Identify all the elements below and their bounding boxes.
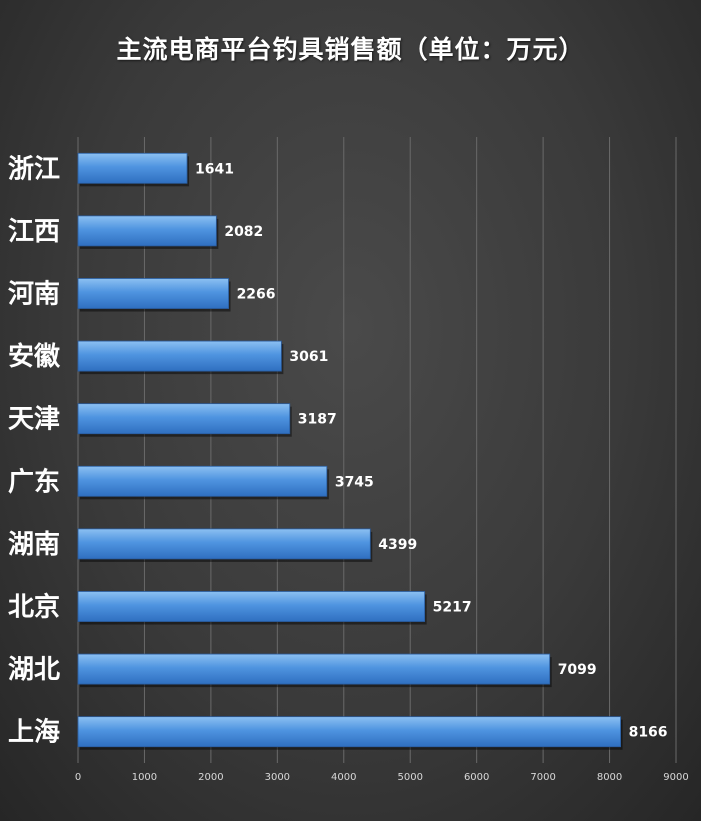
x-tick-label: 3000 xyxy=(265,772,290,783)
category-label: 广东 xyxy=(8,466,60,497)
labels: 浙江 1641 江西 2082 河南 2266 安徽 3061 天津 3187 广东 3745 湖南 43… xyxy=(8,154,668,747)
category-label: 天津 xyxy=(8,405,60,435)
x-tick-label: 9000 xyxy=(663,772,688,783)
data-label: 1641 xyxy=(195,161,234,177)
category-label: 上海 xyxy=(8,718,60,748)
data-label: 7099 xyxy=(558,662,597,678)
data-label: 8166 xyxy=(629,725,668,741)
bar xyxy=(77,591,426,622)
x-tick-label: 4000 xyxy=(331,772,356,783)
bar xyxy=(77,340,282,372)
bar xyxy=(77,465,328,497)
x-tick-label: 8000 xyxy=(597,772,622,783)
data-label: 3187 xyxy=(298,412,337,428)
chart-title: 主流电商平台钓具销售额（单位：万元） xyxy=(116,35,585,64)
x-tick-label: 1000 xyxy=(132,772,157,783)
x-axis-ticks: 0 1000 2000 3000 4000 5000 6000 7000 8000 9000 xyxy=(75,772,689,783)
bar xyxy=(77,215,217,247)
x-tick-label: 6000 xyxy=(464,772,489,783)
category-label: 北京 xyxy=(8,592,60,623)
x-tick-label: 0 xyxy=(75,772,81,783)
bar xyxy=(77,653,551,685)
x-tick-label: 2000 xyxy=(198,772,223,783)
bars xyxy=(77,152,623,750)
data-label: 5217 xyxy=(433,600,472,616)
x-tick-label: 5000 xyxy=(397,772,422,783)
category-label: 江西 xyxy=(8,217,60,247)
data-label: 3745 xyxy=(335,474,374,490)
category-label: 安徽 xyxy=(8,342,61,372)
category-label: 浙江 xyxy=(8,154,60,184)
x-tick-label: 7000 xyxy=(530,772,555,783)
category-label: 湖北 xyxy=(8,655,60,685)
category-label: 湖南 xyxy=(8,530,60,560)
data-label: 2082 xyxy=(224,224,263,240)
bar xyxy=(77,716,621,748)
data-label: 3061 xyxy=(289,349,328,365)
bar xyxy=(77,152,188,184)
data-label: 2266 xyxy=(237,287,276,303)
bar xyxy=(77,528,371,560)
category-label: 河南 xyxy=(8,280,60,310)
bar xyxy=(77,403,291,435)
data-label: 4399 xyxy=(378,537,417,553)
bar xyxy=(77,278,229,309)
